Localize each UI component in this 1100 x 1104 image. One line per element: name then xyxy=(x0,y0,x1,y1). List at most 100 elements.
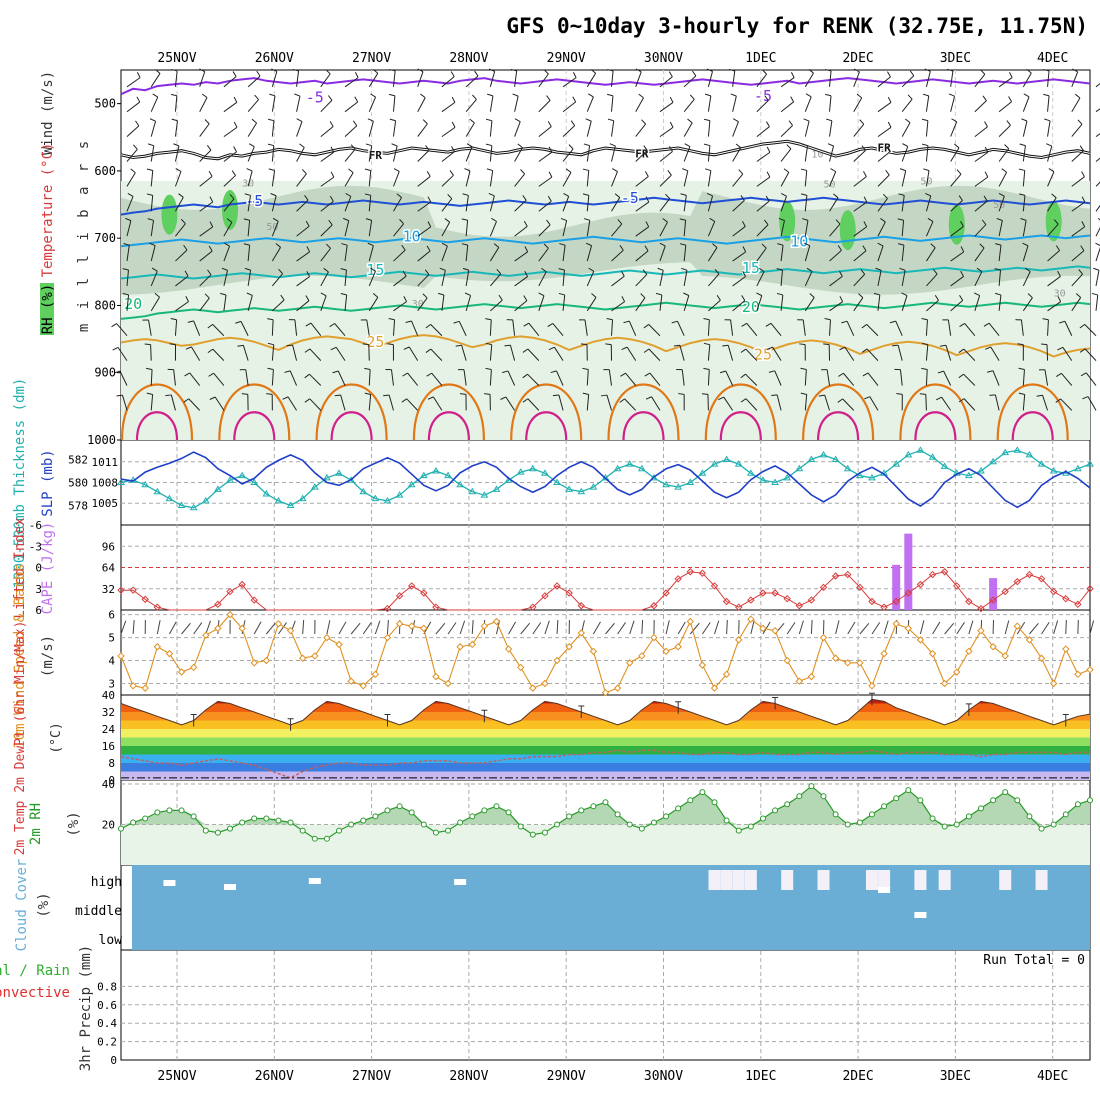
rh2m-marker xyxy=(397,804,402,809)
temp-band xyxy=(121,729,1090,738)
rh2m-marker xyxy=(1003,790,1008,795)
precip-tick: 0.2 xyxy=(97,1036,117,1049)
wind-barb-flag xyxy=(771,395,777,396)
rh2m-marker xyxy=(542,830,547,835)
rh2m-tick: 20 xyxy=(102,819,115,832)
rh-high-spot xyxy=(161,195,177,235)
cloud-clear-cell xyxy=(1036,870,1048,890)
rh2m-marker xyxy=(203,828,208,833)
rh2m-marker xyxy=(700,790,705,795)
rh-contour-label: 50 xyxy=(266,222,278,233)
rh2m-marker xyxy=(894,796,899,801)
wind-barb-flag xyxy=(989,395,995,396)
rh2m-marker xyxy=(373,814,378,819)
rh2m-marker xyxy=(312,836,317,841)
contour-label: -5 xyxy=(306,88,324,106)
rh2m-marker xyxy=(1075,802,1080,807)
rh2m-marker xyxy=(918,798,923,803)
wind-barb xyxy=(151,345,152,361)
wind-barb xyxy=(926,394,927,410)
upper-y-tick: 600 xyxy=(94,164,116,178)
legend-temperature: Temperature (°C) xyxy=(40,143,56,278)
rh2m-marker xyxy=(155,810,160,815)
rh2m-marker xyxy=(664,814,669,819)
cloud-clear-cell xyxy=(721,870,733,890)
wind-barb-flag xyxy=(165,395,171,396)
rh2m-marker xyxy=(1039,826,1044,831)
rh2m-marker xyxy=(869,812,874,817)
rh2m-marker xyxy=(1027,814,1032,819)
rh2m-marker xyxy=(288,820,293,825)
rh2m-marker xyxy=(809,784,814,789)
temp2m-tick: 24 xyxy=(102,723,116,736)
cloud-level-middle: middle xyxy=(75,904,122,919)
slp-tick: 1011 xyxy=(92,456,119,469)
bottom-date-26NOV: 26NOV xyxy=(255,1069,294,1084)
precip-tick: 0.6 xyxy=(97,999,117,1012)
top-date-30NOV: 30NOV xyxy=(644,51,683,66)
top-date-25NOV: 25NOV xyxy=(157,51,196,66)
rh2m-marker xyxy=(518,824,523,829)
upper-y-tick: 800 xyxy=(94,298,116,312)
rh2m-unit: (%) xyxy=(66,811,82,836)
wind10-tick: 6 xyxy=(108,609,115,622)
rh2m-marker xyxy=(930,816,935,821)
rh2m-marker xyxy=(615,812,620,817)
slp-tick: 1008 xyxy=(92,477,119,490)
rh2m-marker xyxy=(579,808,584,813)
wind-barb-flag xyxy=(892,345,898,346)
rh2m-tick: 40 xyxy=(102,778,115,791)
contour-label: 15 xyxy=(366,261,384,279)
rh2m-marker xyxy=(228,826,233,831)
contour-label: -5 xyxy=(754,87,772,105)
legend-wind: Wind (m/s) xyxy=(40,71,56,155)
temp-band xyxy=(121,755,1090,764)
rh-contour-label: 30 xyxy=(1054,289,1066,300)
rh2m-marker xyxy=(482,808,487,813)
bottom-date-2DEC: 2DEC xyxy=(842,1069,873,1084)
cloud-small-gap xyxy=(309,878,321,884)
cloud-clear-cell xyxy=(999,870,1011,890)
rh2m-marker xyxy=(688,798,693,803)
cape-tick: 96 xyxy=(102,540,115,553)
rh2m-marker xyxy=(712,800,717,805)
rh-contour-label: 30 xyxy=(242,178,254,189)
rh2m-marker xyxy=(627,822,632,827)
temp2m-tick: 8 xyxy=(108,757,115,770)
rh2m-marker xyxy=(458,820,463,825)
wind10-tick: 5 xyxy=(108,632,115,645)
wind-barb-flag xyxy=(553,395,559,396)
rh2m-marker xyxy=(276,818,281,823)
rh2m-label: 2m RH xyxy=(28,803,44,845)
rh2m-marker xyxy=(821,794,826,799)
rh2m-marker xyxy=(215,830,220,835)
temp2m-unit: (°C) xyxy=(49,722,64,753)
rh2m-marker xyxy=(337,828,342,833)
precip-total-label: Total / Rain xyxy=(0,963,70,979)
top-date-26NOV: 26NOV xyxy=(255,51,294,66)
rh2m-marker xyxy=(300,828,305,833)
temp2m-label: 2m Temp 2m DewPt (6hr Min/Max) xyxy=(13,621,28,856)
cape-tick: 64 xyxy=(102,562,116,575)
slp-tick: 1005 xyxy=(92,497,119,510)
rh-high-spot xyxy=(840,210,856,250)
rh2m-marker xyxy=(361,818,366,823)
cloud-clear-cell xyxy=(709,870,721,890)
precip-tick: 0.4 xyxy=(97,1017,117,1030)
legend-rh: RH (%) xyxy=(40,284,56,335)
cloud-label: Cloud Cover xyxy=(14,859,30,952)
top-date-4DEC: 4DEC xyxy=(1037,51,1068,66)
wind-barb-flag xyxy=(363,344,369,345)
contour-label: -5 xyxy=(621,189,639,207)
rh2m-marker xyxy=(264,816,269,821)
rh2m-marker xyxy=(882,804,887,809)
bottom-date-30NOV: 30NOV xyxy=(644,1069,683,1084)
cloud-small-gap xyxy=(163,880,175,886)
rh2m-marker xyxy=(240,820,245,825)
precip-tick: 0.8 xyxy=(97,980,117,993)
run-total: Run Total = 0 xyxy=(983,953,1085,968)
temp2m-tick: 32 xyxy=(102,706,115,719)
top-date-2DEC: 2DEC xyxy=(842,51,873,66)
rh2m-marker xyxy=(167,808,172,813)
